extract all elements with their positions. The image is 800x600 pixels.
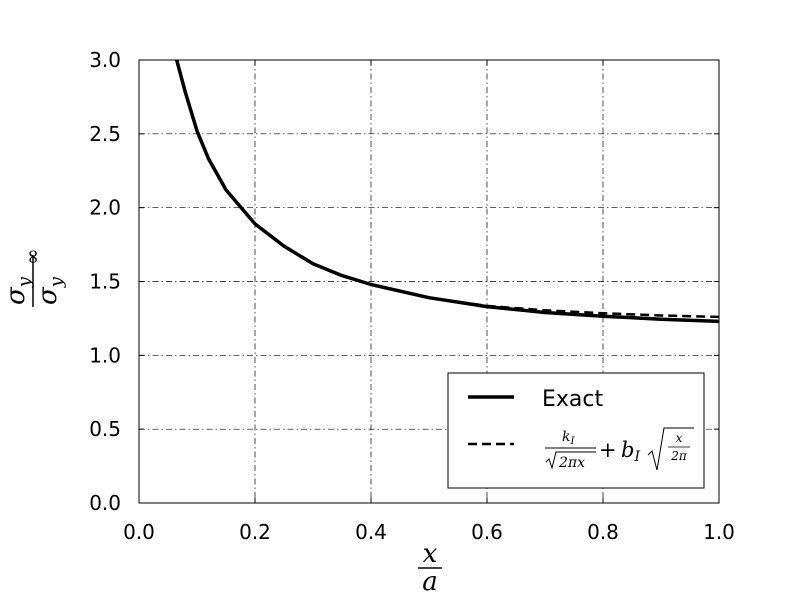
approx-frac-den: 2π: [670, 449, 688, 463]
approx-sqrt-sign: [545, 451, 596, 470]
approx-frac-num: x: [676, 431, 683, 445]
approx-sqrt-body: 2πx: [558, 455, 585, 471]
legend-label-exact: Exact: [542, 387, 603, 412]
x-tick-label: 0.2: [239, 520, 271, 544]
y-axis-label: σy σy ∞: [1, 248, 67, 307]
approx-plus: +: [599, 438, 617, 462]
x-axis-label: x a: [418, 539, 442, 597]
y-tick-label: 3.0: [89, 48, 121, 72]
y-tick-label: 1.0: [89, 343, 121, 367]
x-label-denominator: a: [422, 567, 438, 597]
series-layer: [175, 59, 720, 324]
x-label-numerator: x: [423, 539, 438, 569]
x-tick-label: 0.0: [123, 520, 155, 544]
approx-k: kI: [562, 429, 575, 447]
y-label-denominator: σy: [33, 276, 67, 305]
legend: Exact kI 2πx + bI x 2π: [447, 372, 705, 489]
y-tick-label: 0.5: [89, 417, 121, 441]
approx-sqrt-sign-2: [647, 427, 694, 471]
approx-b: bI: [621, 438, 640, 465]
y-label-infinity: ∞: [20, 248, 44, 265]
y-tick-label: 2.5: [89, 122, 121, 146]
x-tick-label: 0.6: [471, 520, 503, 544]
legend-label-approx: kI 2πx + bI x 2π: [545, 427, 694, 471]
y-tick-label: 2.0: [89, 196, 121, 220]
x-tick-label: 0.8: [587, 520, 619, 544]
y-tick-label: 0.0: [89, 491, 121, 515]
x-tick-label: 1.0: [703, 520, 735, 544]
tick-marks: [138, 59, 720, 504]
y-tick-label: 1.5: [89, 270, 121, 294]
series-line-exact: [175, 59, 720, 324]
tick-labels: 0.0 0.2 0.4 0.6 0.8 1.0 0.0 0.5 1.0 1.5 2.0 2.5 3.0: [89, 48, 735, 544]
legend-box: [447, 372, 705, 489]
x-tick-label: 0.4: [355, 520, 387, 544]
y-label-numerator: σy: [1, 276, 35, 305]
